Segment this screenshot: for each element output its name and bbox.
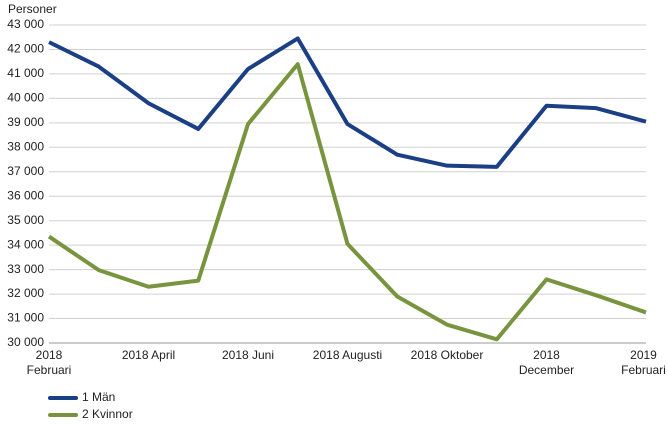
y-tick-label: 41 000 — [7, 66, 44, 80]
x-tick-label: 2018 Juni — [221, 348, 275, 362]
y-tick-label: 32 000 — [7, 286, 44, 300]
y-tick-label: 39 000 — [7, 115, 44, 129]
y-tick-label: 40 000 — [7, 91, 44, 105]
legend-label: 2 Kvinnor — [82, 407, 133, 421]
y-tick-label: 34 000 — [7, 237, 44, 251]
line-series — [48, 36, 647, 169]
y-tick-label: 38 000 — [7, 139, 44, 153]
y-tick-label: 31 000 — [7, 311, 44, 325]
y-tick-label: 35 000 — [7, 213, 44, 227]
x-tick-label: 2018 December — [518, 348, 575, 377]
x-tick-label: 2018 Oktober — [410, 348, 484, 362]
y-tick-label: 36 000 — [7, 188, 44, 202]
y-tick-label: 37 000 — [7, 164, 44, 178]
y-tick-label: 42 000 — [7, 42, 44, 56]
y-tick-label: 30 000 — [7, 335, 44, 349]
legend-label: 1 Män — [82, 390, 115, 404]
y-tick-label: 33 000 — [7, 262, 44, 276]
x-tick-label: 2018 Augusti — [312, 348, 383, 362]
x-tick-label: 2018 April — [121, 348, 176, 362]
y-axis-label: Personer — [8, 2, 57, 16]
x-tick-label: 2018 Februari — [26, 348, 72, 377]
y-tick-label: 43 000 — [7, 17, 44, 31]
x-tick-label: 2019 Februari — [621, 348, 666, 377]
line-series — [47, 62, 647, 342]
